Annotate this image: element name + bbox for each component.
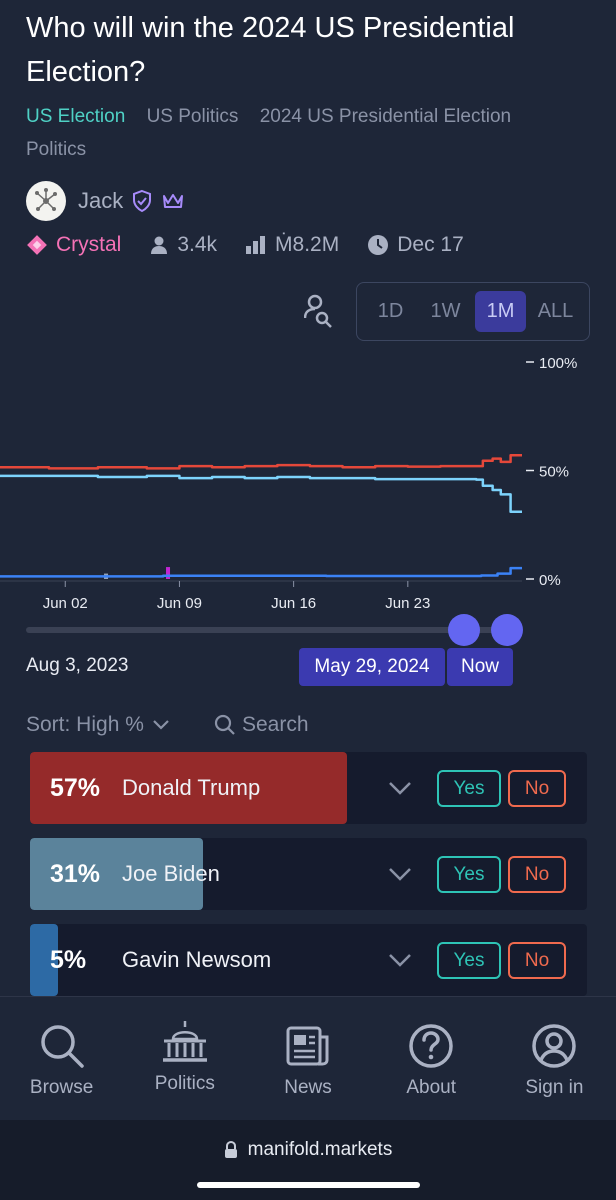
search-icon: [214, 714, 235, 735]
clock-icon: [368, 235, 389, 255]
crown-icon: [161, 191, 185, 211]
nav-browse[interactable]: Browse: [0, 997, 123, 1120]
y-tick-label: 0%: [539, 572, 561, 589]
probability-bar: [30, 752, 348, 824]
tag-us-election[interactable]: US Election: [26, 106, 126, 127]
yes-button[interactable]: Yes: [437, 942, 501, 979]
tag-list: US Election US Politics 2024 US Presiden…: [26, 100, 586, 166]
date-start-label: Aug 3, 2023: [26, 655, 129, 676]
capitol-icon: [162, 1021, 207, 1062]
tag-politics[interactable]: Politics: [26, 139, 87, 160]
search-icon: [40, 1025, 84, 1068]
x-tick-label: Jun 23: [385, 595, 430, 612]
tab-1d[interactable]: 1D: [377, 300, 404, 322]
series-line-donald-trump: [0, 454, 522, 470]
answer-probability: 57%: [50, 773, 101, 802]
x-tick-label: Jun 09: [157, 595, 202, 612]
tab-1w[interactable]: 1W: [430, 300, 461, 322]
probability-bar: [30, 838, 203, 910]
shield-check-icon: [131, 189, 153, 213]
x-tick-label: Jun 16: [271, 595, 316, 612]
range-start-handle[interactable]: [448, 614, 480, 646]
sort-dropdown[interactable]: Sort: High %: [26, 710, 170, 740]
nav-politics[interactable]: Politics: [123, 997, 246, 1120]
series-line-joe-biden: [0, 474, 522, 513]
bottom-nav: Browse Politics News About Sign in: [0, 996, 616, 1120]
avatar[interactable]: [26, 181, 66, 221]
nav-sign-in[interactable]: Sign in: [493, 997, 616, 1120]
yes-button[interactable]: Yes: [437, 856, 501, 893]
newspaper-icon: [286, 1026, 329, 1066]
answer-row[interactable]: 31% Joe Biden Yes No: [30, 838, 587, 910]
crystal-icon: [27, 235, 47, 255]
series-line-gavin-newsom: [0, 566, 522, 578]
author-name[interactable]: Jack: [78, 188, 124, 213]
user-circle-icon: [532, 1024, 577, 1068]
probability-bar: [30, 924, 58, 996]
tab-all[interactable]: ALL: [537, 300, 574, 322]
chevron-down-icon[interactable]: [387, 948, 413, 972]
chart-spike: [166, 567, 171, 579]
yes-button[interactable]: Yes: [437, 770, 501, 807]
answer-row[interactable]: 57% Donald Trump Yes No: [30, 752, 587, 824]
answer-probability: 5%: [50, 945, 87, 974]
date-end-label: Now: [447, 648, 513, 686]
search-label: Search: [242, 713, 309, 736]
user-search-icon[interactable]: [304, 294, 334, 328]
answer-name: Gavin Newsom: [122, 947, 272, 972]
time-range-tabs: 1D 1W 1M ALL: [356, 282, 590, 341]
lock-icon: [224, 1141, 237, 1158]
answer-name: Joe Biden: [122, 861, 220, 886]
address-bar[interactable]: manifold.markets: [0, 1120, 616, 1180]
x-tick-label: Jun 02: [43, 595, 88, 612]
close-date: Dec 17: [367, 233, 464, 257]
chevron-down-icon[interactable]: [387, 776, 413, 800]
market-meta: Crystal 3.4k Ṁ8.2M Dec 17: [26, 228, 492, 262]
search-button[interactable]: Search: [214, 710, 309, 740]
author-row: Jack: [26, 181, 185, 221]
user-icon: [151, 236, 168, 254]
probability-chart[interactable]: 100% 50% 0% Jun 02 Jun 09 Jun 16 Jun 23: [0, 345, 616, 620]
question-circle-icon: [409, 1024, 453, 1068]
answer-probability: 31%: [50, 859, 101, 888]
nav-about[interactable]: About: [370, 997, 493, 1120]
sort-label: Sort: High %: [26, 713, 144, 736]
answer-row[interactable]: 5% Gavin Newsom Yes No: [30, 924, 587, 996]
y-tick-label: 50%: [539, 464, 569, 481]
date-range-track[interactable]: [26, 627, 510, 633]
url-text: manifold.markets: [247, 1139, 393, 1160]
network-icon: [35, 188, 57, 211]
market-title: Who will win the 2024 US Presidential El…: [26, 12, 515, 88]
tag-us-politics[interactable]: US Politics: [146, 106, 239, 127]
tier-badge: Crystal: [26, 233, 121, 257]
range-end-handle[interactable]: [491, 614, 523, 646]
home-indicator[interactable]: [197, 1182, 420, 1188]
bar-chart-icon: [246, 236, 266, 254]
volume: Ṁ8.2M: [245, 233, 339, 257]
traders-count: 3.4k: [149, 233, 217, 257]
tag-2024-election[interactable]: 2024 US Presidential Election: [259, 106, 512, 127]
chevron-down-icon[interactable]: [387, 862, 413, 886]
answer-name: Donald Trump: [122, 775, 261, 800]
nav-news[interactable]: News: [246, 997, 369, 1120]
chevron-down-icon: [153, 720, 169, 730]
y-tick-label: 100%: [539, 355, 577, 372]
tab-1m[interactable]: 1M: [475, 291, 526, 332]
no-button[interactable]: No: [508, 770, 566, 807]
browser-bar: manifold.markets: [0, 1120, 616, 1200]
tier-label: Crystal: [56, 233, 122, 256]
no-button[interactable]: No: [508, 942, 566, 979]
date-selected-label: May 29, 2024: [299, 648, 445, 686]
no-button[interactable]: No: [508, 856, 566, 893]
